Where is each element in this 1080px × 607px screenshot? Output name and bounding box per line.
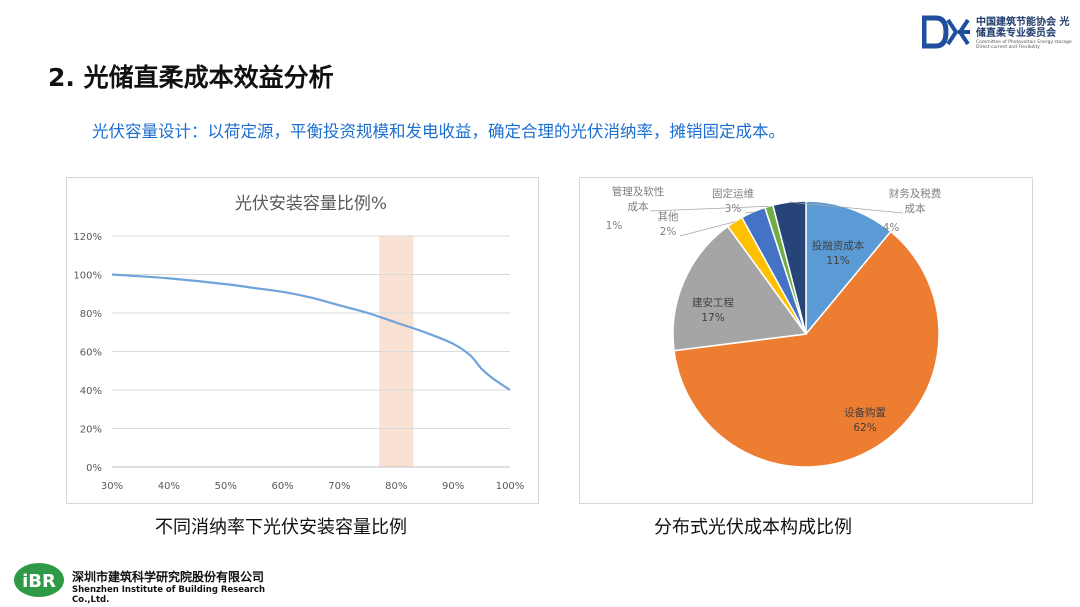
chart-title: 光伏安装容量比例% [235, 194, 387, 214]
leader-line [744, 211, 754, 214]
x-tick-label: 60% [271, 481, 293, 492]
pie-slice-label: 设备购置 [844, 406, 886, 419]
x-tick-label: 80% [385, 481, 407, 492]
y-tick-label: 120% [73, 232, 102, 243]
association-logo: 中国建筑节能协会 光储直柔专业委员会 Committee of Photovol… [922, 14, 1072, 54]
pie-chart-caption: 分布式光伏成本构成比例 [654, 517, 852, 538]
institute-name-cn: 深圳市建筑科学研究院股份有限公司 [72, 570, 265, 584]
pie-slice-percent: 11% [826, 255, 849, 267]
pie-slice [672, 225, 808, 352]
slide-title: 2. 光储直柔成本效益分析 [48, 63, 334, 92]
line-chart-panel: 光伏安装容量比例% 0% 20% 40% 60% 80% 100% 120% 30% 40% 50%… [66, 177, 539, 504]
pie-slice-label: 建安工程 [692, 296, 734, 309]
y-tick-label: 40% [80, 386, 102, 397]
series-line [111, 273, 511, 391]
pie-slice [673, 230, 940, 468]
pie-slice-label: 管理及软性 [612, 185, 665, 198]
leader-line [679, 221, 735, 237]
x-tick-label: 30% [101, 481, 123, 492]
x-tick-label: 70% [328, 481, 350, 492]
pie-slice-percent: 62% [853, 422, 876, 434]
pie-slice-label: 财务及税费 [889, 187, 942, 200]
association-name-en: Committee of Photovoltaic Energy storage… [976, 40, 1072, 50]
pie-slice-percent: 3% [725, 203, 742, 215]
y-tick-label: 20% [80, 425, 102, 436]
slide-subtitle: 光伏容量设计：以荷定源，平衡投资规模和发电收益，确定合理的光伏消纳率，摊销固定成… [92, 122, 785, 141]
y-tick-label: 0% [86, 463, 102, 474]
ibr-logo-text: iBR [22, 571, 56, 592]
pie-slice-percent: 17% [701, 312, 724, 324]
pie-slice-percent: 1% [606, 220, 623, 232]
x-tick-label: 50% [215, 481, 237, 492]
pie-slice-label: 固定运维 [712, 187, 754, 200]
pie-slice-label: 成本 [905, 202, 926, 215]
x-tick-label: 90% [442, 481, 464, 492]
pie-slice [772, 200, 807, 335]
pie-slice-label: 其他 [658, 210, 679, 223]
line-chart-caption: 不同消纳率下光伏安装容量比例 [155, 517, 407, 538]
pie-slice-label: 投融资成本 [812, 239, 865, 252]
pie-slice-label: 成本 [628, 200, 649, 213]
x-tick-label: 40% [158, 481, 180, 492]
line-chart: 光伏安装容量比例% 0% 20% 40% 60% 80% 100% 120% 30% 40% 50%… [73, 194, 525, 492]
y-tick-label: 60% [80, 348, 102, 359]
ibr-logo-icon: iBR [14, 563, 64, 597]
pie-slice-percent: 4% [883, 222, 900, 234]
institute-logo: iBR 深圳市建筑科学研究院股份有限公司 Shenzhen Institute … [12, 560, 282, 605]
y-tick-label: 100% [73, 271, 102, 282]
pie-slice [805, 200, 892, 337]
institute-name-en: Shenzhen Institute of Building Research … [72, 585, 266, 605]
x-tick-label: 100% [496, 481, 525, 492]
leader-line [789, 201, 904, 214]
pie-slice-percent: 2% [660, 226, 677, 238]
association-logo-icon [922, 15, 970, 49]
leader-line [649, 205, 769, 212]
pie-chart-panel: 投融资成本 11% 设备购置 62% 建安工程 17% 其他 2% 固定运维 3% 管理及软性成本 1… [579, 177, 1033, 504]
association-name-cn: 中国建筑节能协会 光储直柔专业委员会 [976, 17, 1070, 39]
y-tick-label: 80% [80, 309, 102, 320]
